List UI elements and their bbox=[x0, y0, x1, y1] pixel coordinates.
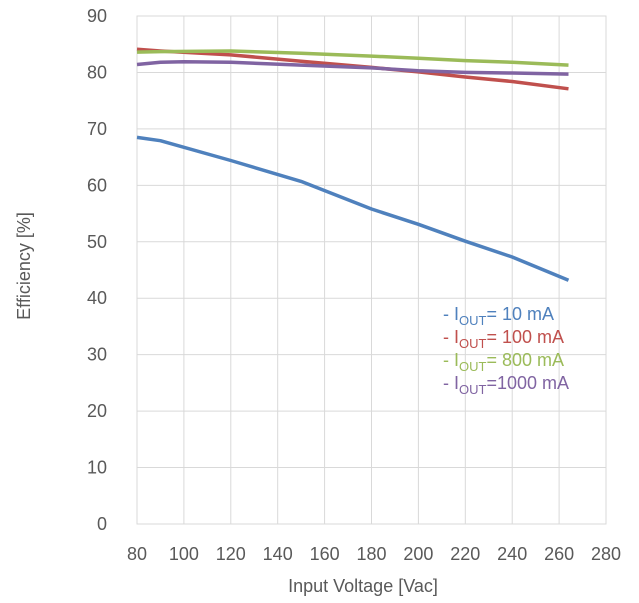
legend-label-subscript: OUT bbox=[459, 336, 487, 351]
x-tick-label: 160 bbox=[310, 544, 340, 564]
y-tick-label: 70 bbox=[87, 119, 107, 139]
x-axis-title: Input Voltage [Vac] bbox=[288, 576, 438, 596]
legend-label-subscript: OUT bbox=[459, 313, 487, 328]
legend-label-subscript: OUT bbox=[459, 382, 487, 397]
legend-label-prefix: I bbox=[454, 350, 459, 370]
legend-label-prefix: I bbox=[454, 304, 459, 324]
legend-label-prefix: I bbox=[454, 327, 459, 347]
legend-dash: - bbox=[443, 350, 454, 370]
x-tick-label: 220 bbox=[450, 544, 480, 564]
legend-dash: - bbox=[443, 373, 454, 393]
x-tick-label: 80 bbox=[127, 544, 147, 564]
legend-label-suffix: = 10 mA bbox=[486, 304, 554, 324]
legend-dash: - bbox=[443, 304, 454, 324]
legend-label-prefix: I bbox=[454, 373, 459, 393]
y-tick-label: 20 bbox=[87, 401, 107, 421]
legend-entry-2: - IOUT= 100 mA bbox=[443, 327, 564, 351]
x-tick-label: 260 bbox=[544, 544, 574, 564]
legend-label-subscript: OUT bbox=[459, 359, 487, 374]
series-lines bbox=[136, 47, 570, 282]
x-tick-label: 100 bbox=[169, 544, 199, 564]
series-line-3 bbox=[136, 49, 569, 67]
y-tick-label: 60 bbox=[87, 175, 107, 195]
y-tick-label: 10 bbox=[87, 458, 107, 478]
legend-label-suffix: = 800 mA bbox=[486, 350, 564, 370]
legend-entry-3: - IOUT= 800 mA bbox=[443, 350, 564, 374]
x-tick-label: 200 bbox=[403, 544, 433, 564]
legend-label-suffix: =1000 mA bbox=[486, 373, 569, 393]
x-tick-label: 280 bbox=[591, 544, 621, 564]
y-tick-label: 90 bbox=[87, 6, 107, 26]
x-tick-label: 140 bbox=[263, 544, 293, 564]
y-axis-title: Efficiency [%] bbox=[14, 212, 34, 320]
y-tick-label: 80 bbox=[87, 62, 107, 82]
y-tick-labels: 0 10 20 30 40 50 60 70 80 90 bbox=[87, 6, 107, 534]
legend-entry-1: - IOUT= 10 mA bbox=[443, 304, 554, 328]
legend-label-suffix: = 100 mA bbox=[486, 327, 564, 347]
y-tick-label: 40 bbox=[87, 288, 107, 308]
x-tick-label: 240 bbox=[497, 544, 527, 564]
x-tick-labels: 80 100 120 140 160 180 200 220 240 260 280 bbox=[127, 544, 621, 564]
y-tick-label: 50 bbox=[87, 232, 107, 252]
legend-entry-4: - IOUT=1000 mA bbox=[443, 373, 569, 397]
y-tick-label: 30 bbox=[87, 345, 107, 365]
series-line-1 bbox=[136, 135, 570, 282]
legend-dash: - bbox=[443, 327, 454, 347]
legend: - IOUT= 10 mA- IOUT= 100 mA- IOUT= 800 m… bbox=[443, 304, 569, 397]
y-tick-label: 0 bbox=[97, 514, 107, 534]
x-tick-label: 180 bbox=[356, 544, 386, 564]
series-line-4 bbox=[136, 59, 569, 76]
plot-area bbox=[136, 15, 607, 525]
x-tick-label: 120 bbox=[216, 544, 246, 564]
x-gridlines bbox=[136, 16, 607, 524]
